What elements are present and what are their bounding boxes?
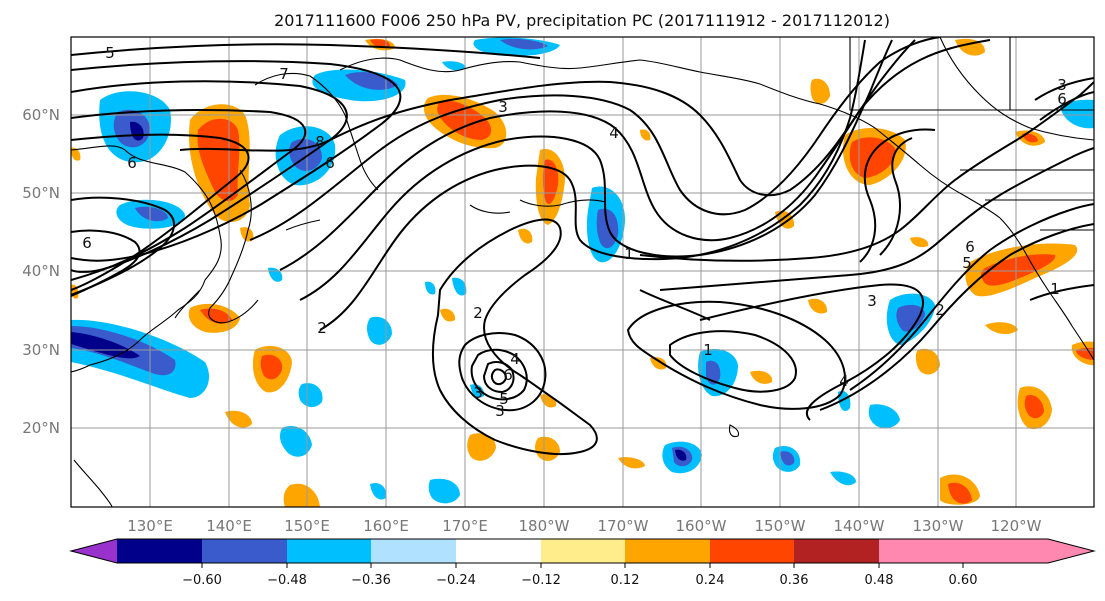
colorbar-segment xyxy=(710,539,794,563)
lon-label: 140°E xyxy=(206,517,252,535)
contour-label: 3 xyxy=(495,402,505,420)
contour-label: 5 xyxy=(105,44,115,62)
lon-label: 160°E xyxy=(363,517,409,535)
graticule xyxy=(71,37,1094,507)
contour-labels: 5 7 6 6 3 8 6 4 1 2 2 5 6 4 3 3 1 4 3 2 xyxy=(82,44,1067,420)
plot-title: 2017111600 F006 250 hPa PV, precipitatio… xyxy=(274,11,890,30)
lat-label: 20°N xyxy=(22,419,60,437)
lat-label: 60°N xyxy=(22,106,60,124)
contour-label: 6 xyxy=(1057,90,1067,108)
contour-label: 6 xyxy=(503,366,513,384)
colorbar: −0.60 −0.48 −0.36 −0.24 −0.12 0.12 0.24 … xyxy=(69,538,1096,588)
contour-label: 1 xyxy=(703,341,713,359)
contour-label: 1 xyxy=(624,245,634,263)
coastlines xyxy=(71,37,1094,507)
precip-shading xyxy=(71,37,1094,507)
contour-label: 8 xyxy=(315,133,325,151)
colorbar-segment xyxy=(625,539,710,563)
contour-label: 2 xyxy=(935,301,945,319)
colorbar-segment xyxy=(879,539,963,563)
map-panel: 5 7 6 6 3 8 6 4 1 2 2 5 6 4 3 3 1 4 3 2 xyxy=(70,36,1095,508)
contour-label: 2 xyxy=(473,304,483,322)
colorbar-segment xyxy=(117,539,202,563)
colorbar-tick-label: −0.24 xyxy=(436,573,476,588)
lon-label: 130°E xyxy=(127,517,173,535)
colorbar-tick-label: −0.12 xyxy=(521,573,561,588)
lon-label: 150°W xyxy=(755,517,806,535)
colorbar-extend-right xyxy=(963,539,1094,563)
contour-label: 3 xyxy=(1057,76,1067,94)
lon-labels: 130°E 140°E 150°E 160°E 170°E 180°W 170°… xyxy=(127,517,1041,535)
lon-label: 140°W xyxy=(834,517,885,535)
colorbar-tick-label: 0.24 xyxy=(696,573,725,588)
contour-label: 4 xyxy=(839,372,849,390)
lat-label: 50°N xyxy=(22,184,60,202)
lon-label: 170°E xyxy=(442,517,488,535)
lat-labels: 60°N 50°N 40°N 30°N 20°N xyxy=(22,106,60,437)
contour-label: 2 xyxy=(317,319,327,337)
lon-label: 150°E xyxy=(284,517,330,535)
lat-label: 30°N xyxy=(22,341,60,359)
contour-label: 3 xyxy=(498,98,508,116)
colorbar-segment xyxy=(202,539,287,563)
contour-label: 1 xyxy=(1050,280,1060,298)
contour-label: 3 xyxy=(867,292,877,310)
colorbar-tick-label: 0.36 xyxy=(780,573,809,588)
positive-precip xyxy=(71,38,1094,507)
lon-label: 170°W xyxy=(598,517,649,535)
contour-label: 7 xyxy=(279,65,289,83)
contour-label: 4 xyxy=(609,124,619,142)
contour-label: 5 xyxy=(962,254,972,272)
colorbar-segment xyxy=(287,539,371,563)
lon-label: 180°W xyxy=(519,517,570,535)
colorbar-tick-label: 0.60 xyxy=(949,573,978,588)
colorbar-segment xyxy=(371,539,456,563)
lat-label: 40°N xyxy=(22,262,60,280)
contour-label: 6 xyxy=(82,234,92,252)
colorbar-tick-label: 0.48 xyxy=(865,573,894,588)
colorbar-tick-label: 0.12 xyxy=(611,573,640,588)
colorbar-tick-label: −0.36 xyxy=(351,573,391,588)
colorbar-segment xyxy=(456,539,541,563)
contour-label: 6 xyxy=(965,238,975,256)
colorbar-tick-label: −0.60 xyxy=(182,573,222,588)
contour-label: 4 xyxy=(510,350,520,368)
colorbar-extend-left xyxy=(71,539,117,563)
colorbar-segment xyxy=(541,539,625,563)
contour-label: 5 xyxy=(499,390,509,408)
contour-label: 3 xyxy=(473,384,483,402)
colorbar-segment xyxy=(794,539,879,563)
lon-label: 160°W xyxy=(676,517,727,535)
contour-label: 6 xyxy=(325,154,335,172)
lon-label: 130°W xyxy=(913,517,964,535)
pv-contours xyxy=(71,37,1094,456)
colorbar-tick-label: −0.48 xyxy=(267,573,307,588)
lon-label: 120°W xyxy=(991,517,1042,535)
contour-label: 6 xyxy=(127,154,137,172)
